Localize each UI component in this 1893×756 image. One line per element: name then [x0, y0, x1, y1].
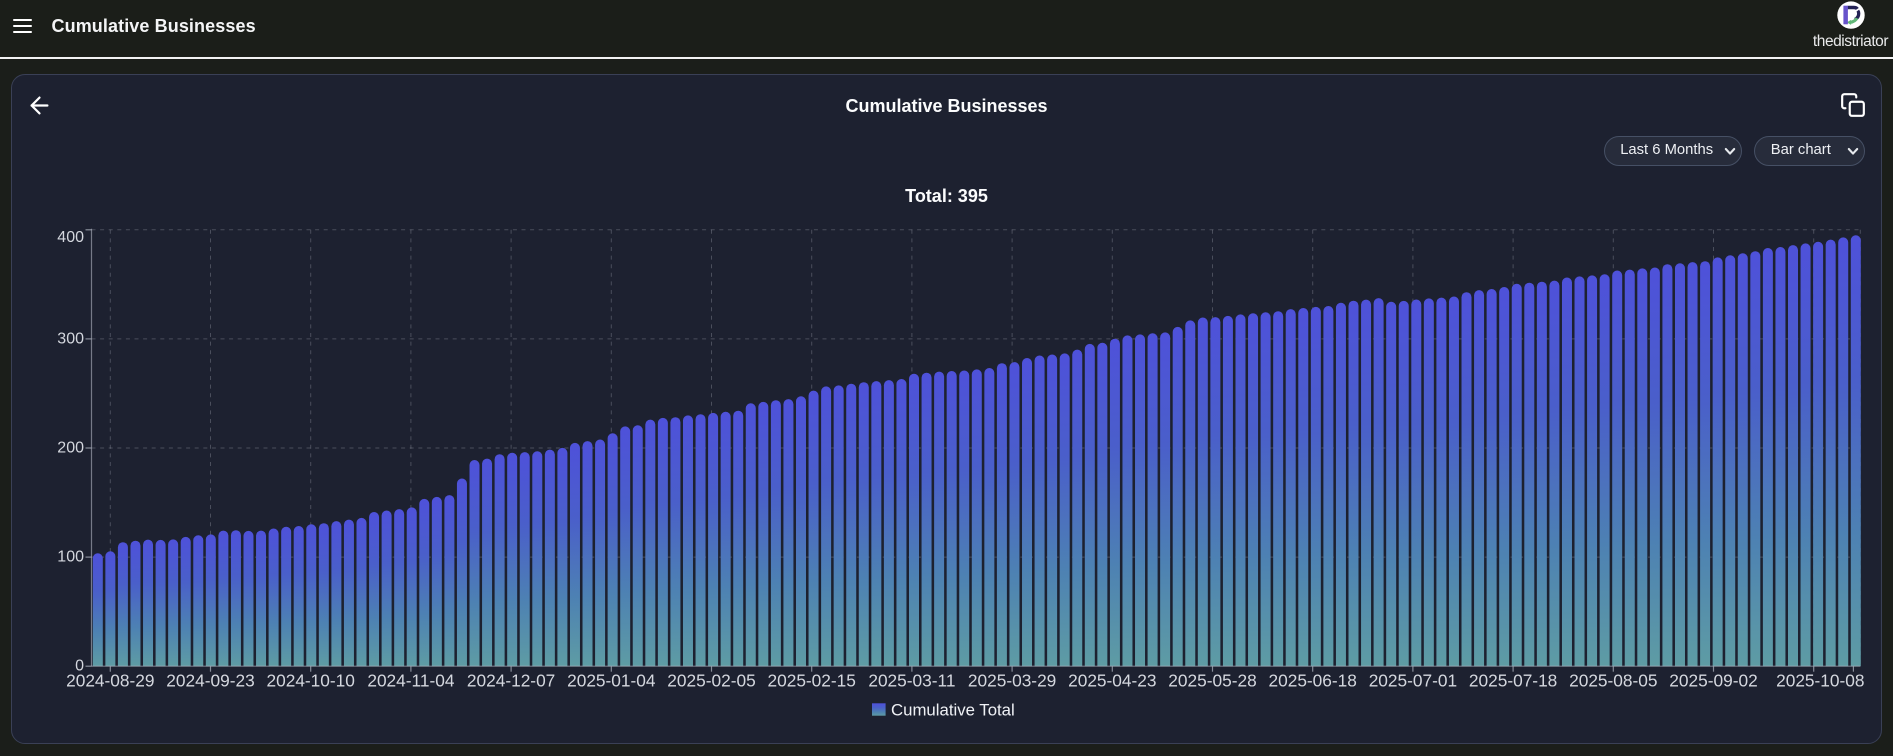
svg-text:2025-01-04: 2025-01-04: [567, 671, 656, 691]
svg-text:2024-11-04: 2024-11-04: [367, 671, 455, 691]
svg-text:300: 300: [57, 330, 84, 347]
svg-text:2024-10-10: 2024-10-10: [266, 671, 354, 691]
svg-text:0: 0: [75, 658, 84, 675]
svg-text:2025-08-05: 2025-08-05: [1569, 671, 1657, 691]
svg-text:2025-02-15: 2025-02-15: [767, 671, 855, 691]
svg-text:Cumulative Total: Cumulative Total: [891, 701, 1015, 720]
svg-text:2025-04-23: 2025-04-23: [1068, 671, 1156, 691]
svg-text:2025-05-28: 2025-05-28: [1168, 671, 1256, 691]
svg-text:2024-12-07: 2024-12-07: [467, 671, 555, 691]
svg-text:2025-07-01: 2025-07-01: [1369, 671, 1457, 691]
svg-text:2024-08-29: 2024-08-29: [66, 671, 154, 691]
svg-text:2025-03-11: 2025-03-11: [868, 671, 955, 691]
svg-text:2024-09-23: 2024-09-23: [166, 671, 254, 691]
svg-text:2025-03-29: 2025-03-29: [968, 671, 1056, 691]
svg-text:2025-07-18: 2025-07-18: [1469, 671, 1557, 691]
svg-text:100: 100: [57, 549, 84, 566]
svg-text:200: 200: [57, 440, 84, 457]
svg-text:2025-02-05: 2025-02-05: [667, 671, 755, 691]
svg-text:2025-09-02: 2025-09-02: [1669, 671, 1757, 691]
svg-text:400: 400: [57, 229, 84, 246]
svg-text:2025-10-08: 2025-10-08: [1776, 671, 1864, 691]
svg-text:2025-06-18: 2025-06-18: [1268, 671, 1356, 691]
